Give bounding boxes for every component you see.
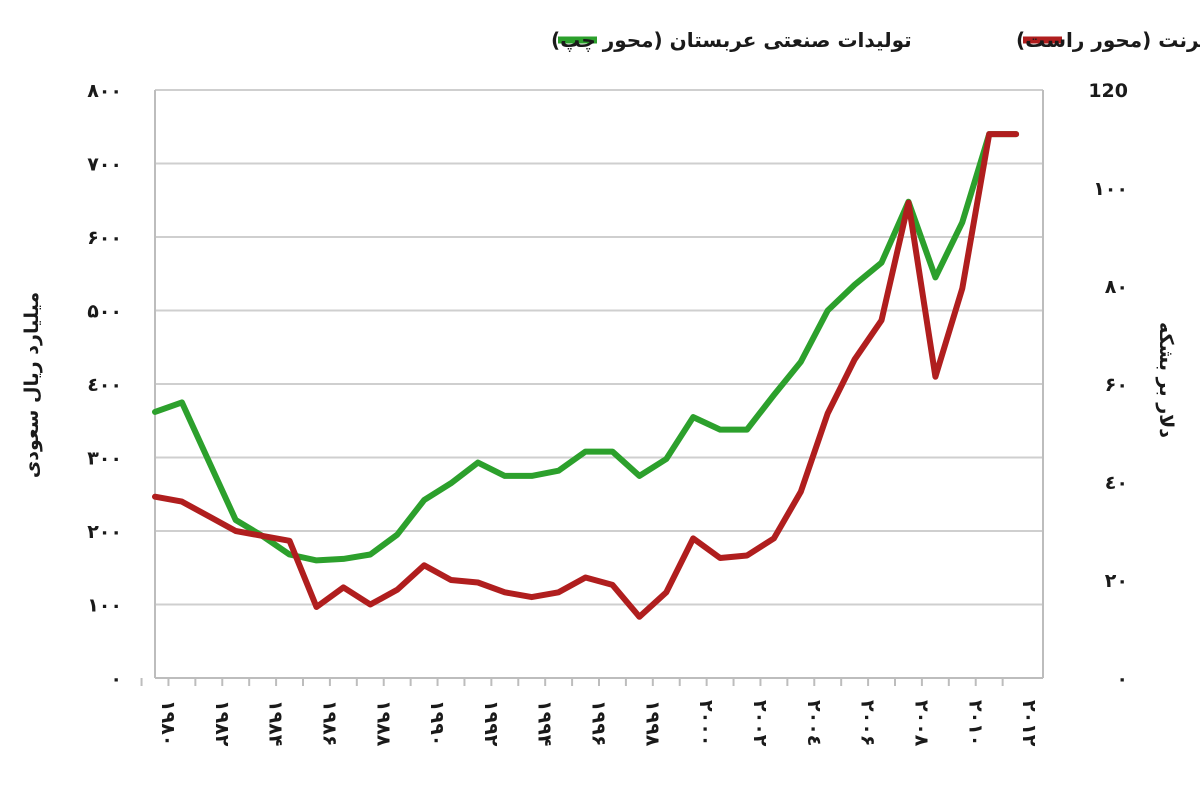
y-right-axis-title: دلار بر بشکه <box>1155 322 1177 438</box>
y-left-tick-label-2: ۲۰۰ <box>87 521 122 543</box>
y-right-tick-label-4: ۸۰ <box>1105 276 1128 298</box>
x-tick-label-15: ۲۰۱۰ <box>964 700 986 746</box>
x-tick-label-13: ۲۰۰۶ <box>857 700 879 746</box>
x-tick-label-4: ۱۹۸۸ <box>372 700 394 747</box>
x-tick-label-6: ۱۹۹۲ <box>480 700 502 747</box>
legend-label-brent-price: قیمت اسمی نفت برنت (محور راست) <box>1016 28 1200 52</box>
y-left-tick-label-4: ٤۰۰ <box>87 374 122 396</box>
x-tick-label-9: ۱۹۹۸ <box>641 700 663 747</box>
legend-entry-brent-price: قیمت اسمی نفت برنت (محور راست) <box>1016 28 1200 52</box>
y-left-tick-label-1: ۱۰۰ <box>87 595 122 617</box>
x-tick-label-8: ۱۹۹۶ <box>588 700 610 746</box>
x-tick-label-5: ۱۹۹۰ <box>426 700 448 746</box>
y-left-tick-label-5: ۵۰۰ <box>87 301 122 323</box>
y-left-tick-label-6: ۶۰۰ <box>87 227 122 249</box>
series-lines <box>152 131 1020 620</box>
y-right-tick-label-5: ۱۰۰ <box>1093 178 1128 200</box>
legend: قیمت اسمی نفت برنت (محور راست) تولیدات ص… <box>551 28 1200 53</box>
x-tick-label-0: ۱۹۸۰ <box>157 700 179 746</box>
legend-entry-industrial-output: تولیدات صنعتی عربستان (محور چپ) <box>551 28 912 53</box>
grid-lines <box>155 89 1043 606</box>
legend-label-industrial-output: تولیدات صنعتی عربستان (محور چپ) <box>551 28 912 53</box>
y-right-tick-label-6: 120 <box>1088 80 1128 102</box>
y-left-tick-label-7: ۷۰۰ <box>87 154 122 176</box>
y-left-axis-title: میلیارد ریال سعودی <box>21 292 43 478</box>
y-left-tick-label-0: ۰ <box>110 668 122 690</box>
y-left-tick-label-3: ۳۰۰ <box>87 448 122 470</box>
y-left-tick-label-8: ۸۰۰ <box>87 80 122 102</box>
axes <box>140 90 1044 686</box>
x-tick-label-12: ۲۰۰٤ <box>803 700 825 746</box>
x-tick-label-1: ۱۹۸۲ <box>211 700 233 747</box>
x-tick-label-3: ۱۹۸۶ <box>318 700 340 746</box>
x-tick-label-10: ۲۰۰۰ <box>695 700 717 746</box>
tick-labels: ۰ ۱۰۰ ۲۰۰ ۳۰۰ ٤۰۰ ۵۰۰ ۶۰۰ ۷۰۰ ۸۰۰ ۰ ۲۰ ٤۰ ۶۰ ۸۰ ۱۰۰ 120… <box>87 80 1128 747</box>
x-tick-label-7: ۱۹۹۴ <box>534 700 556 746</box>
x-tick-label-11: ۲۰۰۲ <box>749 700 771 747</box>
y-right-tick-label-1: ۲۰ <box>1105 570 1128 592</box>
y-right-tick-label-0: ۰ <box>1116 668 1128 690</box>
series-line-brent-price <box>152 131 1020 620</box>
y-right-tick-label-3: ۶۰ <box>1105 374 1128 396</box>
series-line-industrial-output <box>152 131 1020 564</box>
x-tick-label-2: ۱۹۸۴ <box>265 700 287 746</box>
x-tick-label-14: ۲۰۰۸ <box>910 700 932 747</box>
x-tick-label-16: ۲۰۱۲ <box>1018 700 1040 747</box>
y-right-tick-label-2: ٤۰ <box>1105 472 1128 494</box>
